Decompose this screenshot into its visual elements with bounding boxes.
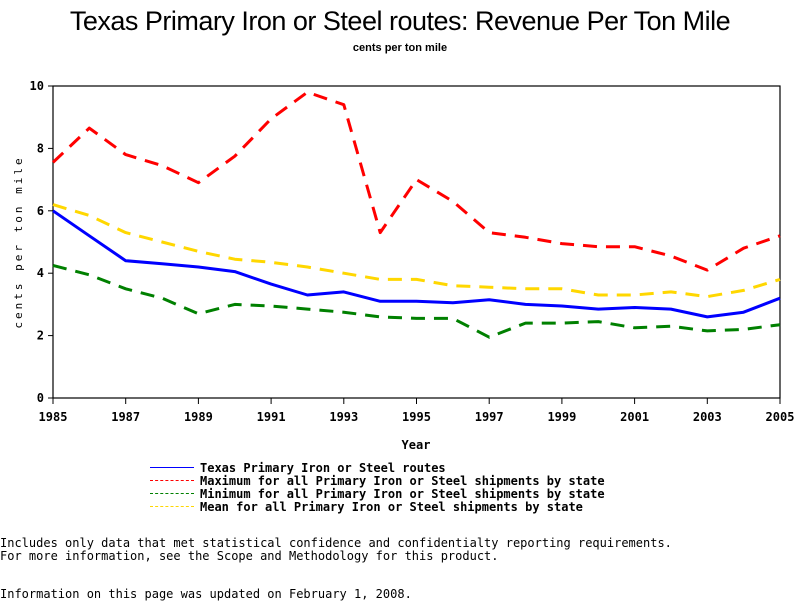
x-tick-label: 1991 — [257, 410, 286, 424]
x-tick-label: 1987 — [111, 410, 140, 424]
legend-item: Mean for all Primary Iron or Steel shipm… — [150, 499, 605, 514]
y-tick-label: 8 — [37, 141, 44, 155]
chart-title: Texas Primary Iron or Steel routes: Reve… — [69, 6, 731, 36]
x-tick-label: 1999 — [547, 410, 576, 424]
y-tick-label: 2 — [37, 329, 44, 343]
y-tick-label: 0 — [37, 391, 44, 405]
legend-label: Maximum for all Primary Iron or Steel sh… — [200, 473, 605, 488]
y-tick-label: 4 — [37, 266, 44, 280]
series-line-2 — [52, 263, 781, 339]
legend-swatch — [150, 506, 194, 507]
footnote-updated: Information on this page was updated on … — [0, 587, 412, 601]
series-line-0 — [52, 209, 781, 319]
chart-subtitle: cents per ton mile — [352, 42, 448, 54]
x-tick-label: 2001 — [620, 410, 649, 424]
x-tick-label: 2003 — [693, 410, 722, 424]
y-tick-label: 10 — [30, 79, 44, 93]
series-line-3 — [52, 203, 781, 299]
x-tick-label: 1997 — [475, 410, 504, 424]
line-chart: 0 2 4 6 8 10 1985 1987 1989 1991 1993 1995 1997 1999 2… — [12, 79, 795, 452]
footnote-confidence: Includes only data that met statistical … — [0, 536, 672, 550]
legend-item: Texas Primary Iron or Steel routes — [150, 460, 605, 475]
x-tick-label: 1989 — [184, 410, 213, 424]
y-axis-title: cents per ton mile — [12, 155, 25, 328]
legend: Texas Primary Iron or Steel routes Maximu… — [150, 460, 605, 514]
x-tick-label: 1995 — [402, 410, 431, 424]
legend-label: Mean for all Primary Iron or Steel shipm… — [200, 499, 583, 514]
legend-item: Maximum for all Primary Iron or Steel sh… — [150, 473, 605, 488]
x-tick-label: 2005 — [766, 410, 795, 424]
x-tick-label: 1985 — [39, 410, 68, 424]
series-line-1 — [51, 90, 781, 272]
series-group — [51, 90, 781, 339]
legend-swatch — [150, 467, 194, 468]
footnote-methodology: For more information, see the Scope and … — [0, 549, 499, 563]
y-tick-label: 6 — [37, 204, 44, 218]
axes: 0 2 4 6 8 10 1985 1987 1989 1991 1993 1995 1997 1999 2… — [30, 79, 795, 424]
legend-swatch — [150, 493, 194, 494]
x-axis-title: Year — [402, 438, 431, 452]
legend-label: Texas Primary Iron or Steel routes — [200, 460, 446, 475]
x-tick-label: 1993 — [329, 410, 358, 424]
legend-label: Minimum for all Primary Iron or Steel sh… — [200, 486, 605, 501]
legend-swatch — [150, 480, 194, 481]
legend-item: Minimum for all Primary Iron or Steel sh… — [150, 486, 605, 501]
